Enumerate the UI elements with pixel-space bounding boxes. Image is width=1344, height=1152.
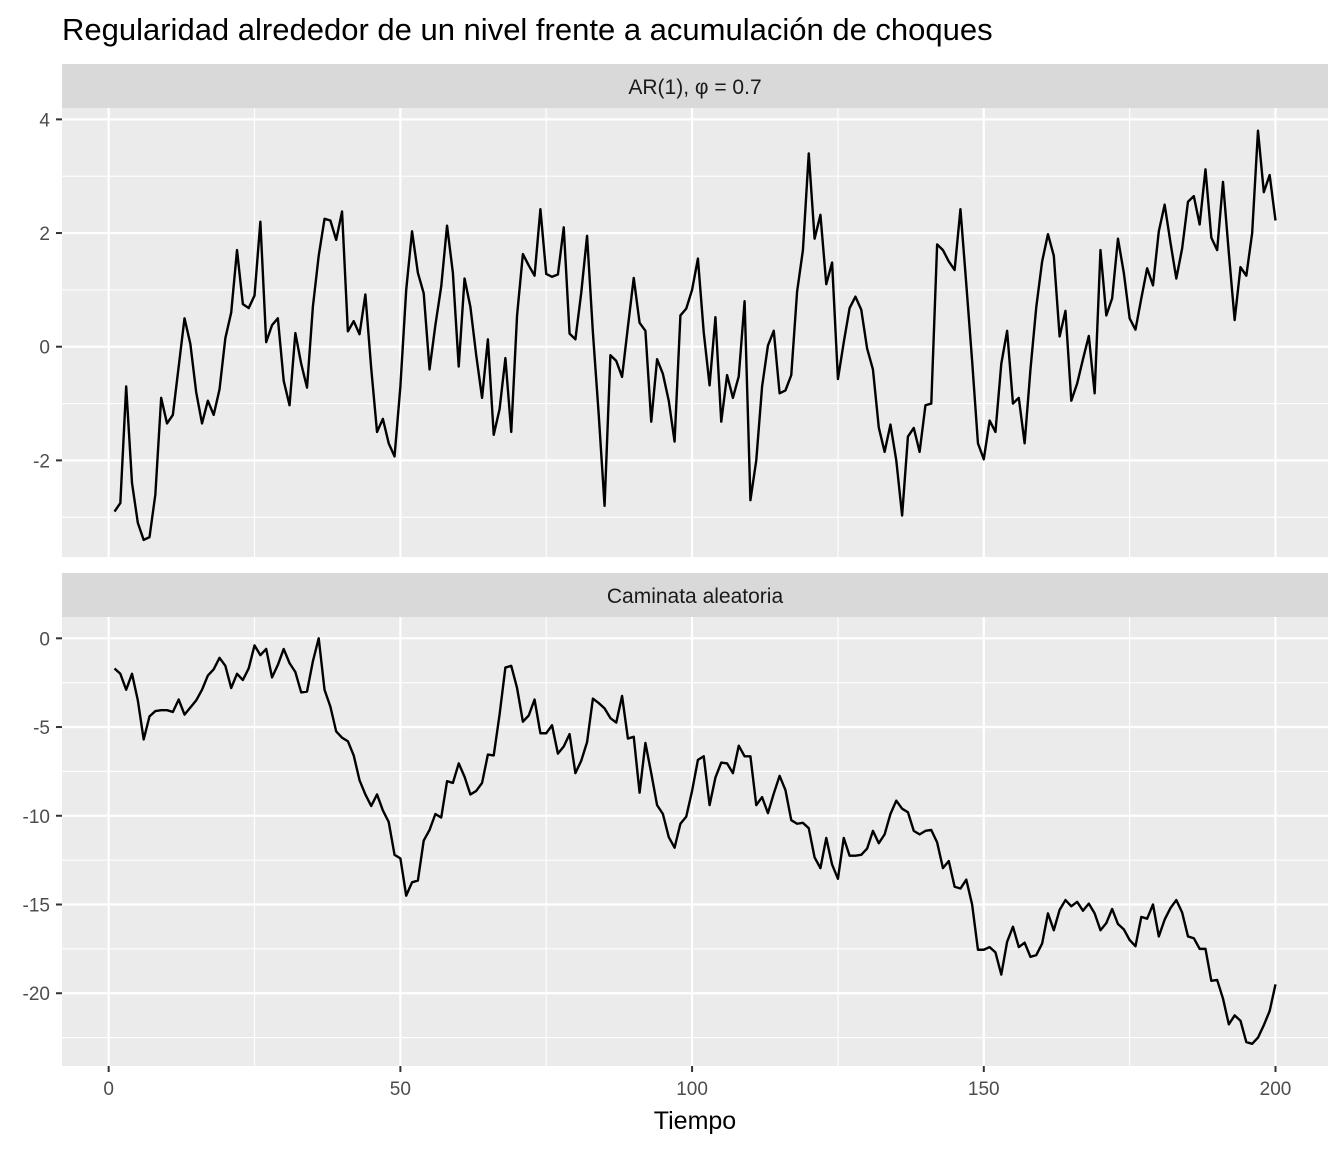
x-axis-title: Tiempo [654,1107,736,1135]
panel-ar1: AR(1), φ = 0.7 4 2 0 -2 [33,64,1328,557]
y-axis: 4 2 0 -2 [33,110,62,472]
panel-strip-label: AR(1), φ = 0.7 [628,76,761,99]
series-line-ar1 [113,129,1277,542]
plot-area [62,108,1328,557]
panel-strip [62,64,1328,108]
x-axis: 0 50 100 150 200 [103,1066,1291,1100]
gridlines [62,108,1328,557]
chart-title: Regularidad alrededor de un nivel frente… [62,12,993,47]
y-tick-label: -15 [23,896,50,917]
y-tick-label: 2 [39,224,50,245]
plot-area [62,617,1328,1066]
x-tick-label: 50 [390,1079,411,1100]
y-tick-label: 0 [39,629,50,650]
y-axis: 0 -5 -10 -15 -20 [23,629,62,1005]
y-tick-label: 4 [39,110,50,131]
y-tick-label: -2 [33,451,50,472]
panel-strip [62,573,1328,617]
y-tick-label: -5 [33,718,50,739]
x-tick-label: 100 [676,1079,708,1100]
x-tick-label: 0 [103,1079,114,1100]
x-tick-label: 150 [968,1079,1000,1100]
series-line-random-walk [113,637,1277,1046]
gridlines [62,617,1328,1066]
y-tick-label: -20 [23,984,50,1005]
panel-strip-label: Caminata aleatoria [607,585,784,608]
y-tick-label: -10 [23,807,50,828]
x-tick-label: 200 [1260,1079,1292,1100]
panel-random-walk: Caminata aleatoria 0 -5 -10 -15 -20 [23,573,1328,1066]
y-tick-label: 0 [39,338,50,359]
